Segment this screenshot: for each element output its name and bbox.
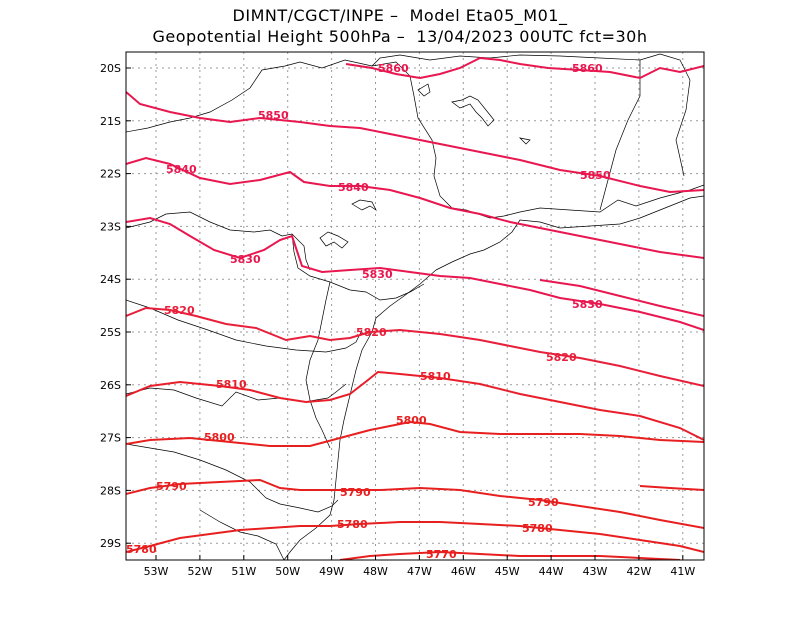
contour-label: 5860 [378,62,409,75]
lon-tick-label: 46W [451,565,476,578]
lat-tick-label: 20S [100,62,121,75]
lat-tick-label: 26S [100,379,121,392]
contour-label: 5800 [396,414,427,427]
contour-label: 5860 [572,62,603,75]
lon-tick-label: 50W [275,565,300,578]
lon-tick-label: 41W [670,565,695,578]
contour-label: 5820 [546,351,577,364]
contour-line-5770 [339,550,681,560]
contour-label: 5840 [338,181,369,194]
contour-line-5790 [126,478,704,529]
contour-line-5820 [126,306,704,387]
contour-label: 5770 [426,548,457,561]
reservoir-furnas [451,95,495,127]
lon-tick-label: 43W [583,565,608,578]
contour-line-5780 [126,521,704,553]
border-paraguay-argentina [126,299,363,353]
contour-label: 5820 [356,326,387,339]
contour-label: 5850 [258,109,289,122]
contour-line-5840 [126,156,704,259]
lon-tick-label: 47W [407,565,432,578]
contour-label-group: 5860 5860 5850 5850 5840 5840 5830 5830 … [126,62,611,561]
contour-line-5800 [126,420,704,447]
border-rs-uruguay [199,509,285,560]
lat-tick-label: 24S [100,273,121,286]
coastline-sp-rj [435,195,704,271]
border-sc-rs [126,443,339,513]
lat-tick-label: 23S [100,220,121,233]
contour-label: 5780 [522,522,553,535]
lat-tick-label: 25S [100,326,121,339]
border-pr-sc [126,383,347,407]
contour-label: 5780 [126,543,157,556]
latitude-tick-labels: 20S 21S 22S 23S 24S 25S 26S 27S 28S 29S [100,62,131,550]
contour-label: 5820 [164,304,195,317]
reservoir-tres-marias [417,83,431,97]
contour-label: 5790 [156,480,187,493]
border-sp-pr [291,233,425,301]
contour-label: 5830 [572,298,603,311]
lat-tick-label: 28S [100,484,121,497]
lon-tick-label: 42W [626,565,651,578]
lon-tick-label: 51W [231,565,256,578]
lon-tick-label: 48W [363,565,388,578]
graticule-grid [126,52,704,560]
lon-tick-label: 49W [319,565,344,578]
border-pr-argentina-river [305,281,331,449]
border-mg-es [599,60,641,211]
state-border-mg-north [371,53,691,177]
coastline-and-borders [126,53,704,560]
lat-tick-label: 29S [100,537,121,550]
contour-label: 5800 [204,431,235,444]
contour-label: 5790 [528,496,559,509]
contour-line-5810 [126,370,704,441]
lat-tick-label: 27S [100,432,121,445]
contour-line-5830-west [126,216,704,331]
reservoir-mg-small [518,137,531,145]
lat-tick-label: 21S [100,115,121,128]
contour-line-5790-east [639,485,704,491]
map-frame [125,51,705,561]
map-title-line-1: DIMNT/CGCT/INPE – Model Eta05_M01_ [232,6,568,25]
border-ms-pr [126,211,311,271]
contour-line-5850 [126,91,704,194]
contour-label: 5840 [166,163,197,176]
reservoir-parana [319,231,349,249]
reservoir-sp [351,199,377,212]
contour-label: 5850 [580,169,611,182]
coastline-pr-sc [371,269,437,333]
coastline-sc-rs [283,331,373,560]
lat-tick-label: 22S [100,168,121,181]
lon-tick-label: 53W [144,565,169,578]
contour-line-5830-east [539,279,704,317]
contour-label: 5810 [216,378,247,391]
geopotential-contours [126,56,704,560]
lon-tick-label: 44W [539,565,564,578]
contour-line-5860 [345,56,704,80]
contour-label: 5790 [340,486,371,499]
contour-label: 5810 [420,370,451,383]
contour-label: 5780 [337,518,368,531]
longitude-tick-labels: 53W 52W 51W 50W 49W 48W 47W 46W 45W 44W 43W 42W 41W [144,555,695,578]
contour-label: 5830 [230,253,261,266]
lon-tick-label: 45W [495,565,520,578]
lon-tick-label: 52W [187,565,212,578]
map-title-line-2: Geopotential Height 500hPa – 13/04/2023 … [152,27,648,46]
contour-label: 5830 [362,268,393,281]
state-border-sp-mg [126,59,704,219]
